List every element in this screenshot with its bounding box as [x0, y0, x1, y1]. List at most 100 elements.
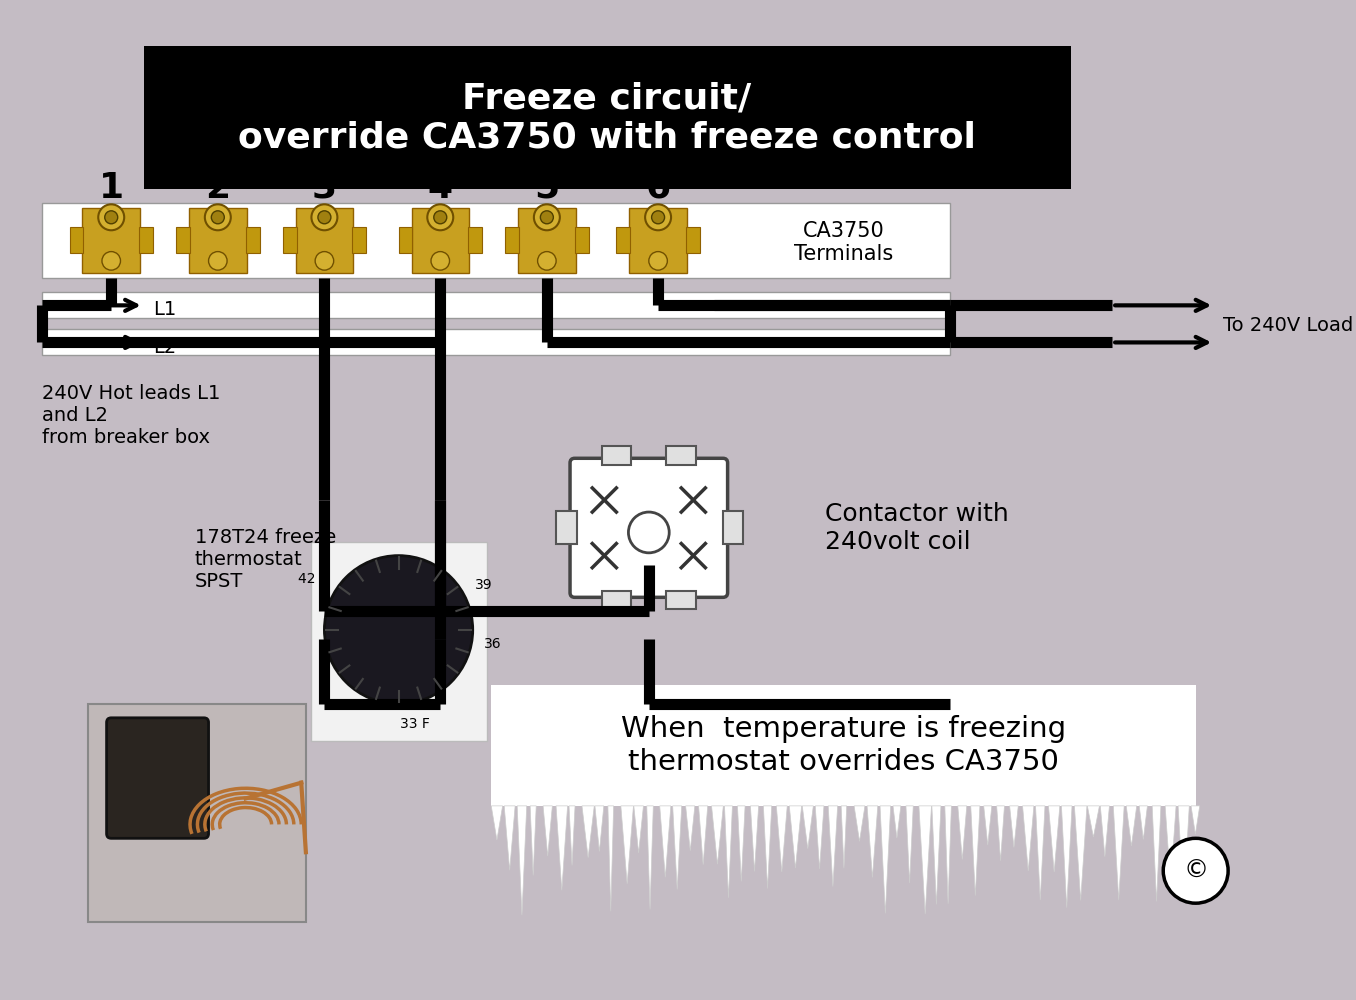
Bar	[311, 542, 487, 741]
Text: 3: 3	[312, 171, 338, 205]
Circle shape	[628, 512, 670, 553]
Text: L2: L2	[153, 338, 176, 357]
Bar	[188, 208, 247, 273]
Bar	[140, 227, 153, 253]
Polygon shape	[894, 806, 900, 838]
Text: 178T24 freeze
thermostat
SPST: 178T24 freeze thermostat SPST	[195, 528, 336, 591]
Text: CA3750
Terminals: CA3750 Terminals	[793, 221, 894, 264]
Bar	[468, 227, 481, 253]
Polygon shape	[1113, 806, 1124, 900]
Circle shape	[431, 252, 450, 270]
Bar	[88, 704, 306, 922]
Polygon shape	[932, 806, 941, 904]
Polygon shape	[607, 806, 614, 911]
Text: 1: 1	[99, 171, 123, 205]
Bar	[42, 329, 951, 355]
Bar	[602, 446, 631, 465]
Text: Contactor with
240volt coil: Contactor with 240volt coil	[824, 502, 1009, 554]
Bar	[617, 227, 631, 253]
Polygon shape	[530, 806, 536, 875]
Polygon shape	[983, 806, 991, 845]
Bar	[602, 591, 631, 609]
Polygon shape	[1153, 806, 1161, 901]
Text: 4: 4	[427, 171, 453, 205]
Text: When  temperature is freezing
thermostat overrides CA3750: When temperature is freezing thermostat …	[621, 715, 1066, 776]
Polygon shape	[945, 806, 952, 904]
Text: 6: 6	[645, 171, 671, 205]
Polygon shape	[517, 806, 526, 915]
Polygon shape	[957, 806, 967, 859]
Text: 33 F: 33 F	[400, 717, 430, 731]
Circle shape	[315, 252, 334, 270]
Circle shape	[102, 252, 121, 270]
Text: 5: 5	[534, 171, 560, 205]
Polygon shape	[919, 806, 932, 914]
Polygon shape	[829, 806, 838, 887]
Polygon shape	[1048, 806, 1060, 872]
Polygon shape	[1088, 806, 1100, 837]
Polygon shape	[1100, 806, 1109, 857]
Bar	[176, 227, 190, 253]
Bar	[575, 227, 589, 253]
Bar	[629, 208, 687, 273]
Bar	[83, 208, 140, 273]
Text: Freeze circuit/
override CA3750 with freeze control: Freeze circuit/ override CA3750 with fre…	[239, 81, 976, 155]
Bar	[491, 685, 1196, 806]
Polygon shape	[724, 806, 732, 898]
Polygon shape	[595, 806, 603, 851]
Polygon shape	[647, 806, 654, 910]
Bar	[556, 511, 576, 544]
Polygon shape	[621, 806, 633, 884]
Polygon shape	[1062, 806, 1073, 908]
Circle shape	[212, 211, 224, 224]
Bar	[353, 227, 366, 253]
Polygon shape	[1139, 806, 1147, 839]
Bar	[518, 208, 575, 273]
Text: ©: ©	[1184, 859, 1208, 883]
Circle shape	[427, 204, 453, 230]
Circle shape	[648, 252, 667, 270]
Polygon shape	[1074, 806, 1088, 900]
Polygon shape	[789, 806, 801, 868]
Polygon shape	[556, 806, 568, 890]
Polygon shape	[1165, 806, 1176, 884]
Polygon shape	[803, 806, 814, 849]
Polygon shape	[841, 806, 846, 868]
Bar	[42, 292, 951, 318]
Bar	[282, 227, 297, 253]
Bar	[686, 227, 700, 253]
Bar	[666, 591, 696, 609]
Polygon shape	[971, 806, 980, 896]
Polygon shape	[738, 806, 744, 881]
Text: 240V Hot leads L1
and L2
from breaker box: 240V Hot leads L1 and L2 from breaker bo…	[42, 384, 220, 447]
Bar	[411, 208, 469, 273]
Bar	[144, 46, 1070, 189]
Polygon shape	[750, 806, 758, 871]
Bar	[506, 227, 519, 253]
Bar	[296, 208, 353, 273]
Polygon shape	[544, 806, 552, 856]
Circle shape	[1163, 838, 1229, 903]
Circle shape	[98, 204, 125, 230]
Bar	[742, 211, 945, 274]
Bar	[723, 511, 743, 544]
Polygon shape	[570, 806, 575, 865]
Polygon shape	[491, 806, 503, 840]
Polygon shape	[854, 806, 865, 841]
FancyBboxPatch shape	[107, 718, 209, 838]
Circle shape	[205, 204, 231, 230]
Bar	[245, 227, 259, 253]
Text: L1: L1	[153, 300, 176, 319]
Circle shape	[537, 252, 556, 270]
Polygon shape	[582, 806, 594, 858]
Circle shape	[324, 556, 473, 704]
Polygon shape	[777, 806, 788, 872]
Polygon shape	[1010, 806, 1018, 847]
Text: 2: 2	[205, 171, 231, 205]
Bar	[666, 446, 696, 465]
Polygon shape	[763, 806, 772, 889]
Text: 39: 39	[475, 578, 492, 592]
Text: 42 F: 42 F	[298, 572, 328, 586]
Circle shape	[645, 204, 671, 230]
Circle shape	[434, 211, 446, 224]
